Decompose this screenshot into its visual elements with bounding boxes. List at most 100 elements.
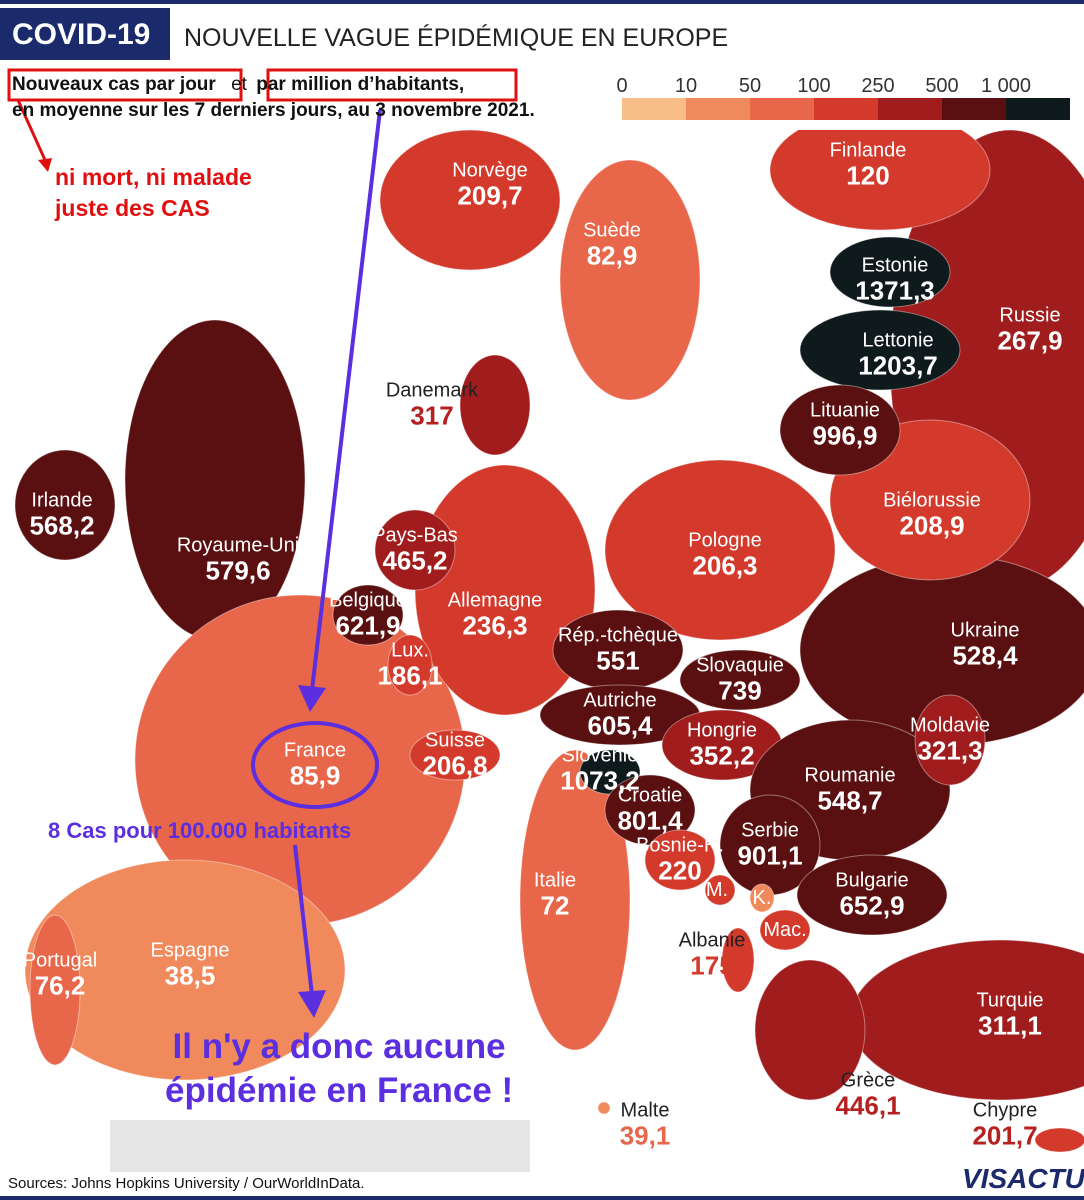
top-rule bbox=[0, 0, 1084, 4]
country-value: 38,5 bbox=[164, 960, 216, 991]
country-label: Moldavie 321,3 bbox=[910, 715, 990, 766]
country-value: 996,9 bbox=[812, 420, 878, 451]
country-name: Autriche bbox=[583, 689, 657, 712]
country-shape bbox=[24, 859, 346, 1081]
country-name: Pays-Bas bbox=[372, 524, 458, 547]
country-name: K. bbox=[752, 887, 772, 909]
country-value: 801,4 bbox=[617, 805, 683, 836]
arrowhead bbox=[38, 158, 52, 172]
country-name: Slovénie bbox=[561, 744, 639, 767]
annotation: ni mort, ni malade juste des CAS bbox=[55, 162, 252, 224]
country-shape bbox=[124, 319, 306, 641]
country-label: Biélorussie 208,9 bbox=[883, 490, 981, 541]
annotation-line: juste des CAS bbox=[55, 195, 210, 222]
country-value: 352,2 bbox=[689, 740, 755, 771]
footer-bg bbox=[0, 1172, 1084, 1200]
country-label: Finlande 120 bbox=[830, 140, 907, 191]
country-value: 209,7 bbox=[457, 180, 523, 211]
subtitle-part: et bbox=[231, 74, 247, 95]
bottom-rule bbox=[0, 1196, 1084, 1200]
legend-bg bbox=[610, 64, 1084, 130]
country-name: Suisse bbox=[424, 729, 486, 752]
legend-swatch bbox=[622, 98, 686, 120]
africa-land bbox=[110, 1120, 530, 1180]
country-shape bbox=[779, 384, 901, 476]
country-value: 206,8 bbox=[422, 750, 488, 781]
country-shape bbox=[387, 634, 433, 696]
country-name: Moldavie bbox=[909, 714, 991, 737]
country-value: 120 bbox=[846, 160, 890, 191]
legend-tick-label: 100 bbox=[797, 75, 830, 97]
country-value: 465,2 bbox=[382, 545, 448, 576]
country-shape bbox=[409, 729, 501, 781]
country-value: 317 bbox=[410, 400, 454, 431]
country-shape bbox=[379, 129, 561, 271]
country-label: K. bbox=[753, 887, 772, 909]
country-shapes bbox=[14, 109, 1084, 1153]
country-label: Lettonie 1203,7 bbox=[858, 330, 938, 381]
country-label: Estonie 1371,3 bbox=[855, 255, 935, 306]
arrow bbox=[16, 99, 47, 161]
country-name: Serbie bbox=[741, 819, 799, 842]
logo: VISACTU bbox=[962, 1163, 1084, 1194]
country-value: 605,4 bbox=[587, 710, 653, 741]
country-label: Belgique 621,9 bbox=[329, 590, 407, 641]
highlight-circle bbox=[251, 721, 379, 809]
country-value: 1371,3 bbox=[855, 275, 935, 306]
country-name: Royaume-Uni bbox=[176, 534, 300, 557]
country-name: Suède bbox=[583, 219, 641, 242]
badge-bg bbox=[0, 8, 170, 60]
legend-tick-label: 0 bbox=[616, 75, 627, 97]
country-value: 236,3 bbox=[462, 610, 528, 641]
country-name: Malte bbox=[620, 1099, 670, 1122]
country-name: Finlande bbox=[829, 139, 907, 162]
country-value: 1203,7 bbox=[858, 350, 938, 381]
country-shape bbox=[559, 159, 701, 401]
country-name: Norvège bbox=[452, 159, 528, 182]
country-label: Roumanie 548,7 bbox=[804, 765, 895, 816]
country-label: Bulgarie 652,9 bbox=[835, 870, 908, 921]
country-label: Italie 72 bbox=[534, 870, 576, 921]
header-bg bbox=[170, 8, 1084, 60]
country-name: Bulgarie bbox=[835, 869, 909, 892]
country-name: Italie bbox=[533, 869, 577, 892]
title: NOUVELLE VAGUE ÉPIDÉMIQUE EN EUROPE bbox=[184, 24, 729, 52]
country-value: 1073,2 bbox=[560, 765, 640, 796]
annotation-line: Il n'y a donc aucune bbox=[172, 1027, 506, 1066]
country-shape bbox=[604, 459, 836, 641]
country-shape bbox=[704, 874, 736, 906]
country-label: Russie 267,9 bbox=[997, 305, 1062, 356]
country-label: Slovaquie 739 bbox=[696, 655, 784, 706]
country-value: 85,9 bbox=[289, 760, 341, 791]
arrowhead bbox=[298, 990, 326, 1018]
country-name: Portugal bbox=[22, 949, 98, 972]
country-value: 652,9 bbox=[839, 890, 905, 921]
country-label: M. bbox=[706, 879, 728, 901]
country-name: Estonie bbox=[861, 254, 929, 277]
country-name: Pologne bbox=[688, 529, 762, 552]
country-label: Mac. bbox=[763, 919, 806, 941]
country-label: Portugal 76,2 bbox=[23, 950, 98, 1001]
legend-swatch bbox=[750, 98, 814, 120]
country-label: Serbie 901,1 bbox=[737, 820, 802, 871]
country-name: Russie bbox=[999, 304, 1061, 327]
country-value: 220 bbox=[658, 855, 702, 886]
country-value: 568,2 bbox=[29, 510, 95, 541]
country-label: Danemark 317 bbox=[386, 380, 478, 431]
country-label: Irlande 568,2 bbox=[29, 490, 94, 541]
country-label: Albanie 175 bbox=[679, 930, 746, 981]
country-shape bbox=[796, 854, 948, 936]
country-value: 39,1 bbox=[619, 1120, 671, 1151]
country-value: 311,1 bbox=[978, 1010, 1042, 1041]
country-name: Biélorussie bbox=[883, 489, 981, 512]
country-label: Slovénie 1073,2 bbox=[560, 745, 640, 796]
annotation: Il n'y a donc aucune épidémie en France … bbox=[165, 1025, 513, 1113]
country-shape bbox=[754, 959, 866, 1101]
legend-tick-label: 1 000 bbox=[981, 75, 1031, 97]
country-label: Rép.-tchèque 551 bbox=[558, 625, 678, 676]
country-label: Bosnie-H. 220 bbox=[636, 835, 724, 886]
country-name: Roumanie bbox=[804, 764, 896, 787]
country-label: Malte 39,1 bbox=[620, 1100, 671, 1151]
country-shape bbox=[14, 449, 116, 561]
